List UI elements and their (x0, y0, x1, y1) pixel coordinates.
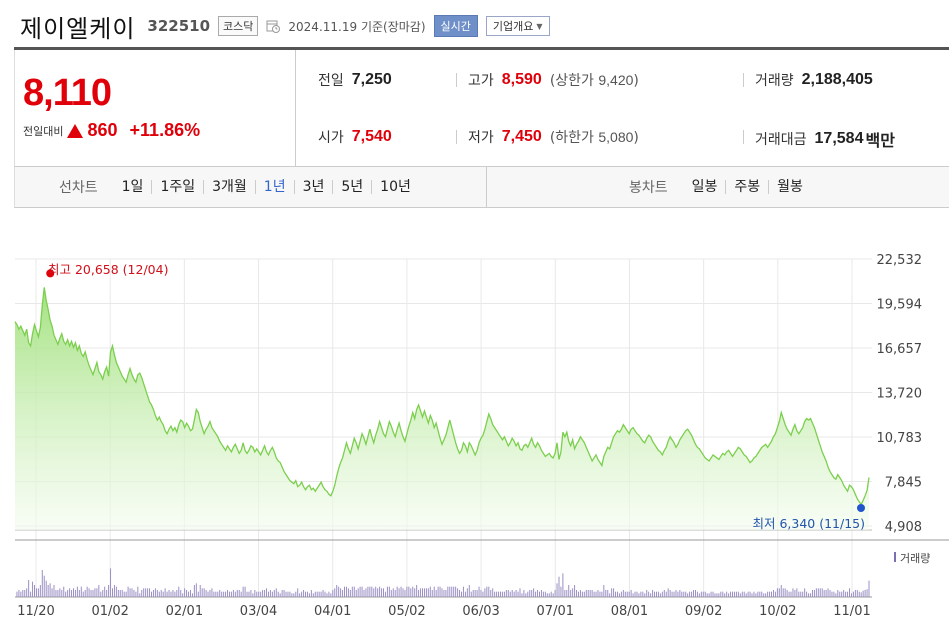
x-tick-label: 06/03 (462, 604, 499, 619)
period-bar: 선차트 1일 1주일 3개월 1년 3년 5년 10년 봉차트 일봉 주봉 월봉 (14, 166, 949, 208)
market-badge: 코스닥 (218, 16, 259, 36)
up-triangle-icon (67, 123, 84, 138)
change-label: 전일대비 (23, 124, 64, 138)
line-period-button-0[interactable]: 1일 (121, 179, 144, 195)
stat-prev: 전일 7,250 (318, 71, 392, 89)
y-axis-ticks: 22,532 19,594 16,657 13,720 10,783 7,845 4,908 (877, 253, 923, 535)
chart-markers: 최고 20,658 (12/04) 최저 6,340 (11/15) (46, 262, 865, 531)
quote-date: 2024.11.19 기준(장마감) (288, 19, 426, 34)
stat-high: 고가 8,590 (상한가 9,420) (468, 71, 639, 89)
y-tick-label: 13,720 (877, 387, 923, 402)
price-box: 8,110 전일대비 860 +11.86% (14, 50, 296, 166)
y-tick-label: 16,657 (877, 342, 923, 357)
stat-separator (743, 130, 744, 144)
price-chart: 22,532 19,594 16,657 13,720 10,783 7,845 4,908… (14, 253, 949, 619)
candle-period-button-0[interactable]: 일봉 (691, 179, 718, 195)
calendar-clock-icon (266, 20, 281, 33)
line-period-button-1[interactable]: 1주일 (151, 180, 203, 194)
candle-chart-periods: 봉차트 일봉 주봉 월봉 (629, 167, 811, 207)
change-row: 전일대비 860 +11.86% (23, 120, 200, 141)
company-overview-button[interactable]: 기업개요 ▼ (485, 16, 550, 36)
stat-volume: 거래량 2,188,405 (755, 71, 873, 89)
x-tick-label: 02/01 (166, 604, 203, 619)
stock-header: 제이엘케이 322510 코스닥 2024.11.19 기준(장마감) 실시간 … (20, 8, 550, 44)
x-tick-label: 05/02 (388, 604, 425, 619)
x-tick-label: 01/02 (91, 604, 128, 619)
x-tick-label: 11/01 (833, 604, 870, 619)
line-period-button-6[interactable]: 10년 (371, 180, 419, 194)
period-divider (486, 167, 487, 207)
y-tick-label: 10,783 (877, 431, 923, 446)
stat-separator (743, 73, 744, 87)
line-period-button-2[interactable]: 3개월 (203, 180, 255, 194)
y-tick-label: 4,908 (885, 520, 922, 535)
stock-code: 322510 (147, 17, 211, 35)
price-line (14, 287, 870, 506)
change-percent: +11.86% (129, 120, 201, 140)
line-period-button-3[interactable]: 1년 (254, 180, 294, 194)
current-price: 8,110 (23, 72, 112, 114)
high-annotation: 최고 20,658 (12/04) (48, 262, 168, 277)
candle-chart-label: 봉차트 (629, 180, 668, 196)
stock-name: 제이엘케이 (20, 14, 136, 43)
x-tick-label: 11/20 (17, 604, 54, 619)
price-area-fill (15, 287, 869, 530)
chevron-down-icon: ▼ (536, 21, 543, 31)
line-chart-label: 선차트 (59, 180, 98, 196)
candle-period-button-1[interactable]: 주봉 (725, 180, 768, 194)
stat-separator (456, 73, 457, 87)
header-divider (14, 47, 949, 50)
line-period-button-5[interactable]: 5년 (332, 180, 371, 194)
low-marker (857, 504, 865, 512)
volume-legend-icon (894, 552, 896, 562)
x-tick-label: 04/01 (314, 604, 351, 619)
stat-separator (456, 130, 457, 144)
x-tick-label: 09/02 (685, 604, 722, 619)
line-chart-periods: 선차트 1일 1주일 3개월 1년 3년 5년 10년 (59, 167, 419, 207)
x-tick-label: 10/02 (759, 604, 796, 619)
high-marker (46, 269, 55, 278)
volume-legend-label: 거래량 (900, 552, 930, 565)
realtime-button[interactable]: 실시간 (433, 15, 478, 37)
price-area (14, 287, 870, 530)
y-tick-label: 19,594 (877, 298, 923, 313)
volume-bars: 거래량 (16, 552, 930, 597)
x-tick-label: 03/04 (240, 604, 277, 619)
x-axis-ticks: 11/20 01/02 02/01 03/04 04/01 05/02 06/03 07/01… (17, 604, 870, 619)
change-value: 860 (87, 120, 118, 140)
stat-open: 시가 7,540 (318, 128, 392, 146)
stat-amount: 거래대금 17,584 백만 (755, 130, 895, 150)
line-period-button-4[interactable]: 3년 (293, 180, 333, 194)
candle-period-button-2[interactable]: 월봉 (768, 180, 811, 194)
low-annotation: 최저 6,340 (11/15) (752, 516, 865, 531)
y-tick-label: 22,532 (877, 253, 923, 268)
x-tick-label: 08/01 (611, 604, 648, 619)
stat-low: 저가 7,450 (하한가 5,080) (468, 128, 639, 146)
x-tick-label: 07/01 (537, 604, 574, 619)
y-tick-label: 7,845 (885, 476, 922, 491)
